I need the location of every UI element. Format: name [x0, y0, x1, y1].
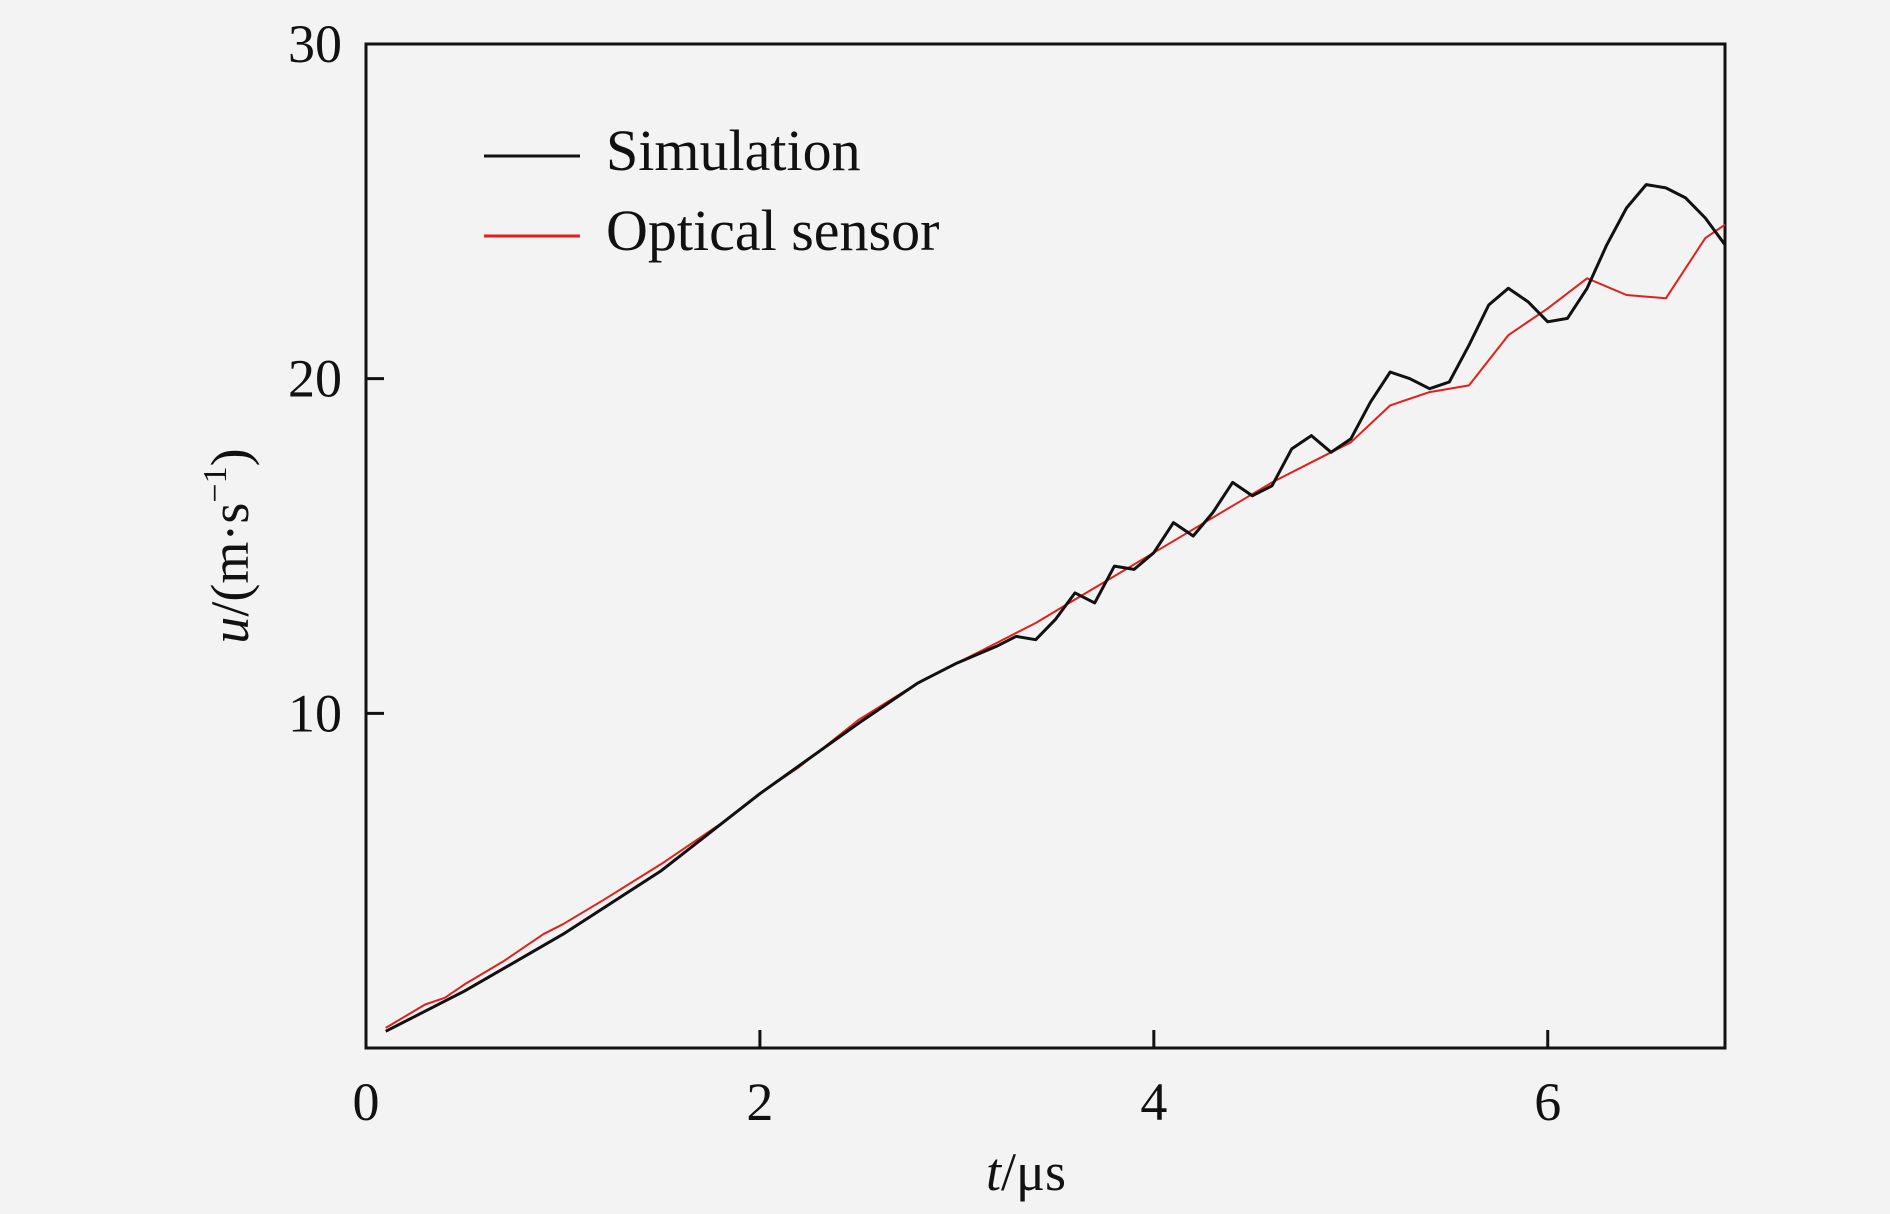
series-line-optical-sensor: [385, 223, 1726, 1029]
y-axis-label-unit: /(m·s: [200, 503, 260, 617]
y-tick-label-30: 30: [288, 14, 342, 74]
x-axis-label-unit: /μs: [1001, 1142, 1066, 1202]
y-tick-label-10: 10: [288, 683, 342, 743]
y-axis-label-unit-close: ): [200, 448, 260, 466]
x-axis-ticks: 0 2 4 6: [353, 1030, 1561, 1132]
y-axis-label-variable: u: [200, 617, 260, 644]
x-tick-label-4: 4: [1140, 1072, 1167, 1132]
legend-label-optical-sensor: Optical sensor: [606, 198, 939, 263]
legend: Simulation Optical sensor: [484, 118, 939, 263]
series-line-simulation: [385, 183, 1727, 1033]
x-tick-label-2: 2: [746, 1072, 773, 1132]
x-axis-label-variable: t: [986, 1142, 1003, 1202]
x-tick-label-0: 0: [353, 1072, 380, 1132]
x-axis-label: t/μs: [986, 1142, 1066, 1202]
legend-label-simulation: Simulation: [606, 118, 861, 183]
plot-frame: [364, 42, 1727, 1050]
y-axis-label: u/(m·s−1): [197, 448, 260, 643]
y-tick-label-20: 20: [288, 349, 342, 409]
x-tick-label-6: 6: [1534, 1072, 1561, 1132]
series-layer: [385, 183, 1727, 1033]
y-axis-label-exponent: −1: [197, 466, 234, 502]
y-axis-ticks: 10 20 30: [288, 14, 384, 743]
